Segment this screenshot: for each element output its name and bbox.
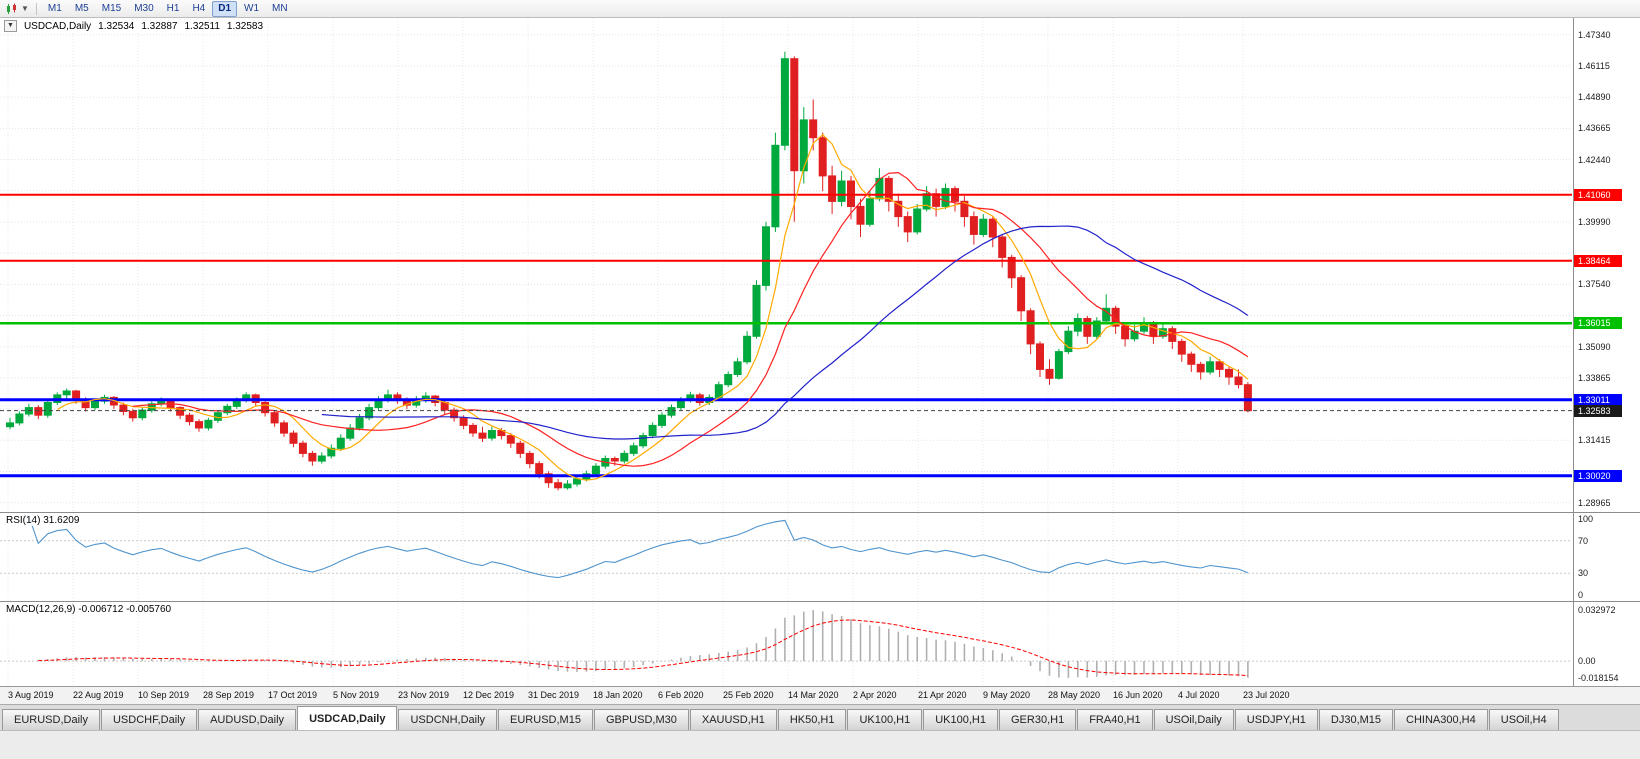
date-axis-label: 28 Sep 2019 bbox=[203, 690, 255, 700]
pane-divider[interactable] bbox=[0, 601, 1640, 602]
chart-tab[interactable]: XAUUSD,H1 bbox=[689, 709, 777, 730]
timeframe-button-h1[interactable]: H1 bbox=[166, 2, 180, 14]
price-axis-tick: 1.43665 bbox=[1578, 123, 1611, 134]
macd-axis-tick: -0.018154 bbox=[1578, 673, 1619, 683]
chart-title: ▼ USDCAD,Daily 1.32534 1.32887 1.32511 1… bbox=[4, 20, 264, 32]
timeframe-button-mn[interactable]: MN bbox=[272, 2, 288, 14]
rsi-layer bbox=[0, 515, 1572, 579]
pane-divider[interactable] bbox=[0, 512, 1640, 513]
rsi-axis-tick: 70 bbox=[1578, 535, 1589, 546]
chart-tab[interactable]: GER30,H1 bbox=[999, 709, 1077, 730]
chart-menu-icon[interactable]: ▼ bbox=[4, 20, 17, 32]
chart-tab[interactable]: USOil,Daily bbox=[1153, 709, 1234, 730]
macd-layer bbox=[0, 610, 1572, 678]
chart-tab[interactable]: UK100,H1 bbox=[847, 709, 923, 730]
price-axis-tick: 1.28965 bbox=[1578, 497, 1611, 508]
price-axis-tick: 1.44890 bbox=[1578, 92, 1611, 103]
chart-tab[interactable]: HK50,H1 bbox=[777, 709, 847, 730]
timeframe-button-m30[interactable]: M30 bbox=[134, 2, 154, 14]
ma-layer bbox=[57, 133, 1249, 481]
hline-price-badge: 1.41060 bbox=[1574, 188, 1622, 201]
date-axis-label: 23 Nov 2019 bbox=[398, 690, 450, 700]
chart-tab-bar: EURUSD,Daily USDCHF,Daily AUDUSD,Daily USDC… bbox=[0, 704, 1640, 730]
status-strip bbox=[0, 730, 1640, 759]
chart-tab[interactable]: EURUSD,M15 bbox=[498, 709, 593, 730]
last-price-badge: 1.32583 bbox=[1574, 404, 1622, 417]
chart-window: ▼ USDCAD,Daily 1.32534 1.32887 1.32511 1… bbox=[0, 18, 1640, 686]
date-axis-label: 25 Feb 2020 bbox=[723, 690, 774, 700]
hline-price-badge: 1.30020 bbox=[1574, 469, 1622, 482]
macd-axis-tick: 0.032972 bbox=[1578, 605, 1616, 615]
hline-price-badge: 1.38464 bbox=[1574, 254, 1622, 267]
timeframe-button-h4[interactable]: H4 bbox=[192, 2, 206, 14]
ohlc-low: 1.32511 bbox=[184, 20, 220, 32]
chart-tab[interactable]: AUDUSD,Daily bbox=[198, 709, 297, 730]
price-axis-tick: 1.33865 bbox=[1578, 372, 1611, 383]
time-axis[interactable]: 3 Aug 2019 22 Aug 2019 10 Sep 2019 28 Sep 2… bbox=[0, 686, 1640, 704]
rsi-axis-tick: 0 bbox=[1578, 590, 1584, 600]
chart-tab[interactable]: GBPUSD,M30 bbox=[593, 709, 689, 730]
hline-price-badge: 1.36015 bbox=[1574, 317, 1622, 330]
ohlc-high: 1.32887 bbox=[141, 20, 178, 32]
ohlc-open: 1.32534 bbox=[98, 20, 135, 32]
toolbar-separator bbox=[35, 2, 37, 15]
date-axis-label: 16 Jun 2020 bbox=[1113, 690, 1163, 700]
date-axis-label: 28 May 2020 bbox=[1048, 690, 1101, 700]
chart-tab[interactable]: DJ30,M15 bbox=[1318, 709, 1394, 730]
rsi-axis-tick: 30 bbox=[1578, 568, 1589, 579]
chart-tab[interactable]: USOil,H4 bbox=[1488, 709, 1559, 730]
price-axis-tick: 1.31415 bbox=[1578, 435, 1611, 446]
hline-layer bbox=[0, 193, 1572, 478]
chart-tab[interactable]: CHINA300,H4 bbox=[1394, 709, 1488, 730]
chart-canvas[interactable] bbox=[0, 18, 1640, 686]
chart-tab[interactable]: USDCAD,Daily bbox=[297, 706, 398, 730]
hline-price-badge: 1.33011 bbox=[1574, 393, 1622, 406]
timeframe-button-m1[interactable]: M1 bbox=[47, 2, 62, 14]
date-axis-label: 5 Nov 2019 bbox=[333, 690, 380, 700]
ohlc-close: 1.32583 bbox=[226, 20, 264, 32]
date-axis-label: 10 Sep 2019 bbox=[138, 690, 190, 700]
chart-tab[interactable]: UK100,H1 bbox=[923, 709, 998, 730]
date-axis-label: 14 Mar 2020 bbox=[788, 690, 839, 700]
date-axis-label: 4 Jul 2020 bbox=[1178, 690, 1220, 700]
chevron-down-icon[interactable]: ▼ bbox=[21, 4, 29, 13]
chart-tab[interactable]: USDCHF,Daily bbox=[100, 709, 198, 730]
chart-tab[interactable]: USDCNH,Daily bbox=[398, 709, 498, 730]
chart-symbol: USDCAD,Daily bbox=[23, 20, 92, 32]
macd-axis-tick: 0.00 bbox=[1578, 656, 1596, 667]
date-axis-label: 31 Dec 2019 bbox=[528, 690, 580, 700]
price-axis-tick: 1.47340 bbox=[1578, 29, 1611, 40]
timeframe-button-w1[interactable]: W1 bbox=[244, 2, 260, 14]
candles-layer bbox=[6, 51, 1252, 491]
rsi-axis-tick: 100 bbox=[1578, 514, 1594, 524]
timeframe-toolbar: ▼ M1 M5 M15 M30 H1 H4 D1 W1 MN bbox=[0, 0, 1640, 18]
date-axis-label: 18 Jan 2020 bbox=[593, 690, 643, 700]
timeframe-button-d1[interactable]: D1 bbox=[212, 0, 238, 17]
price-axis-tick: 1.42440 bbox=[1578, 154, 1611, 165]
candlestick-chart-icon bbox=[7, 3, 16, 14]
chart-type-icon[interactable] bbox=[3, 2, 21, 16]
date-axis-label: 2 Apr 2020 bbox=[853, 690, 897, 700]
chart-tab[interactable]: USDJPY,H1 bbox=[1234, 709, 1318, 730]
price-axis-tick: 1.39990 bbox=[1578, 216, 1611, 227]
date-axis-label: 12 Dec 2019 bbox=[463, 690, 515, 700]
date-axis-label: 22 Aug 2019 bbox=[73, 690, 124, 700]
price-axis-tick: 1.46115 bbox=[1578, 60, 1610, 71]
macd-indicator-label: MACD(12,26,9) -0.006712 -0.005760 bbox=[4, 604, 174, 615]
date-axis-label: 6 Feb 2020 bbox=[658, 690, 704, 700]
price-axis-tick: 1.37540 bbox=[1578, 279, 1611, 290]
price-axis-tick: 1.35090 bbox=[1578, 341, 1611, 352]
price-axis-divider bbox=[1573, 18, 1574, 686]
date-axis-label: 21 Apr 2020 bbox=[918, 690, 967, 700]
timeframe-button-m5[interactable]: M5 bbox=[74, 2, 89, 14]
rsi-indicator-label: RSI(14) 31.6209 bbox=[4, 515, 82, 526]
chart-tab[interactable]: FRA40,H1 bbox=[1077, 709, 1153, 730]
timeframe-button-m15[interactable]: M15 bbox=[101, 2, 122, 14]
timeframe-buttons: M1 M5 M15 M30 H1 H4 D1 W1 MN bbox=[42, 0, 294, 17]
chart-tab[interactable]: EURUSD,Daily bbox=[2, 709, 100, 730]
date-axis-label: 9 May 2020 bbox=[983, 690, 1031, 700]
date-axis-label: 23 Jul 2020 bbox=[1243, 690, 1290, 700]
date-axis-label: 3 Aug 2019 bbox=[8, 690, 54, 700]
date-axis-label: 17 Oct 2019 bbox=[268, 690, 318, 700]
